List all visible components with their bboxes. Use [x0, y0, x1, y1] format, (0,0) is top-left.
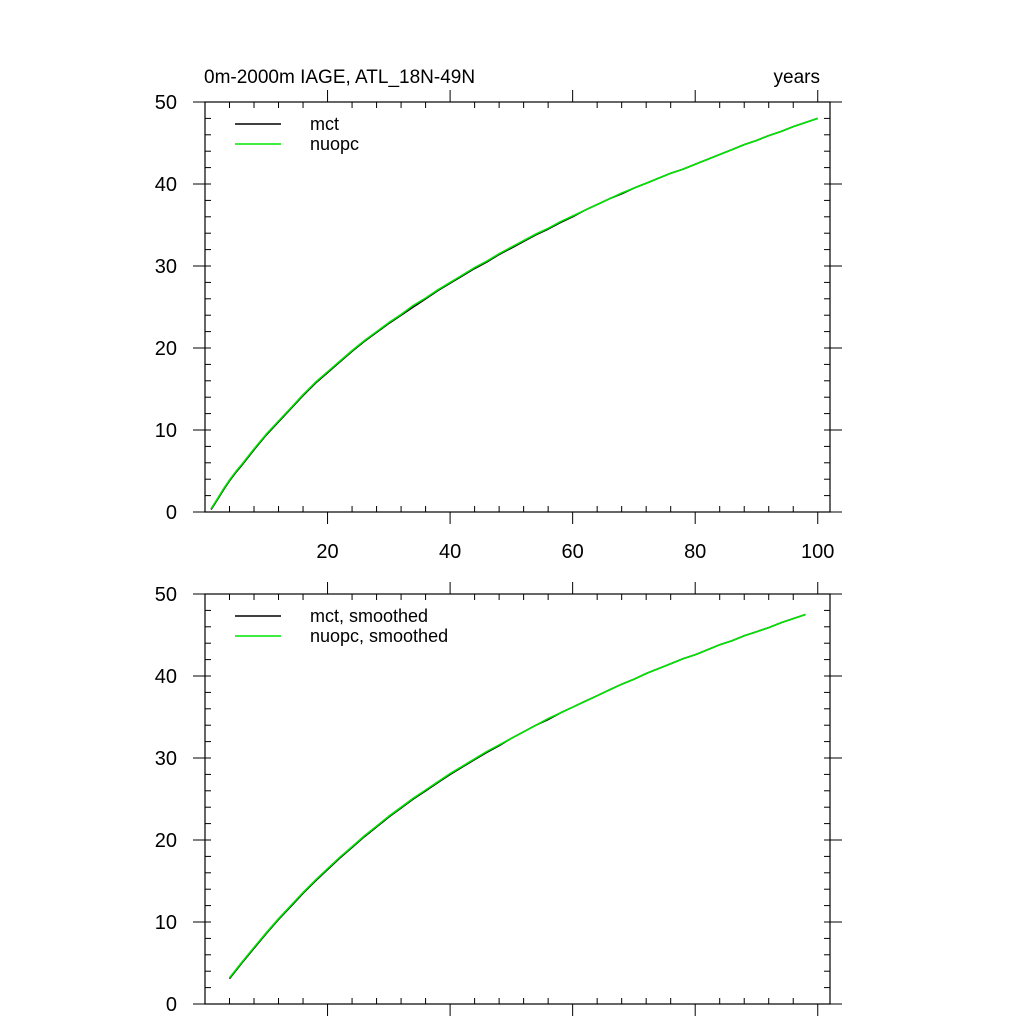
x-tick-label: 100 — [801, 541, 834, 563]
x-tick-label: 60 — [562, 541, 584, 563]
legend-label: mct, smoothed — [310, 606, 428, 626]
y-tick-label: 50 — [155, 92, 177, 114]
series-line-2 — [228, 613, 806, 979]
legend-label: nuopc — [310, 134, 359, 154]
x-tick-label: 40 — [439, 541, 461, 563]
chart-units-label: years — [774, 67, 820, 88]
y-tick-label: 0 — [166, 994, 177, 1016]
y-tick-label: 30 — [155, 256, 177, 278]
y-tick-label: 40 — [155, 666, 177, 688]
y-tick-label: 10 — [155, 912, 177, 934]
series-line-1 — [210, 117, 818, 510]
legend-label: mct — [310, 114, 339, 134]
x-tick-label: 20 — [316, 541, 338, 563]
y-tick-label: 30 — [155, 748, 177, 770]
chart-title: 0m-2000m IAGE, ATL_18N-49N — [204, 67, 475, 88]
series-line-1 — [228, 613, 806, 980]
y-tick-label: 20 — [155, 830, 177, 852]
y-tick-label: 50 — [155, 584, 177, 606]
plot-frame — [204, 593, 831, 1005]
y-tick-label: 40 — [155, 174, 177, 196]
y-tick-label: 20 — [155, 338, 177, 360]
y-tick-label: 0 — [166, 502, 177, 524]
legend-label: nuopc, smoothed — [310, 626, 448, 646]
series-line-2 — [210, 117, 818, 510]
plot-frame — [204, 101, 831, 513]
y-tick-label: 10 — [155, 420, 177, 442]
x-tick-label: 80 — [684, 541, 706, 563]
